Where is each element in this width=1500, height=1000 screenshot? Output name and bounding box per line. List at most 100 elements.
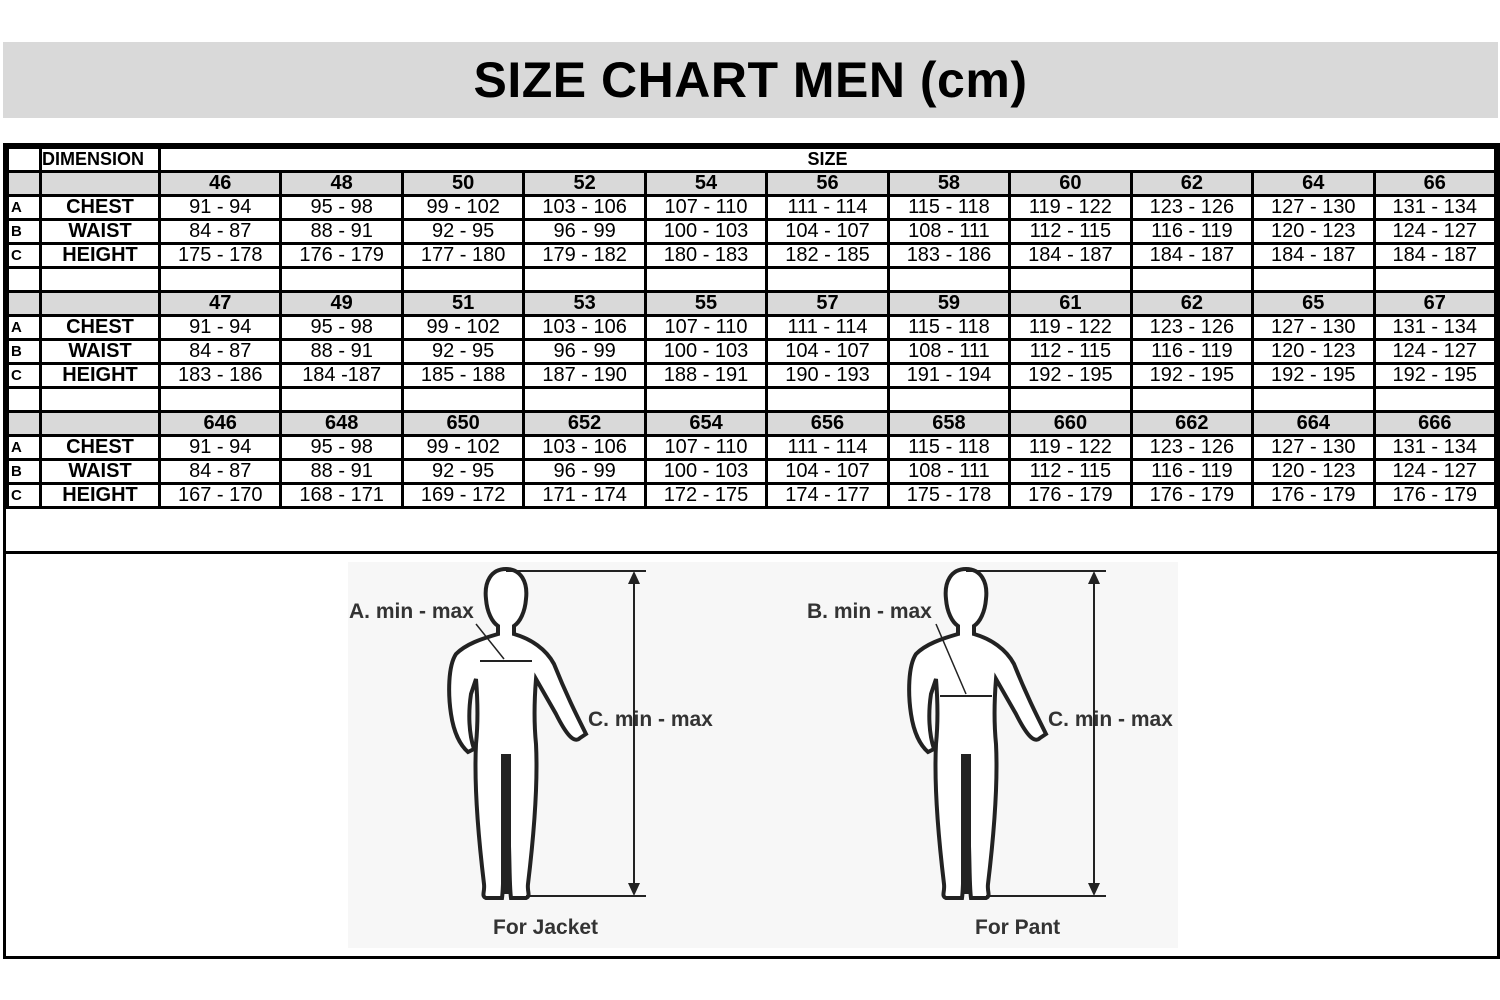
size-label: 66 [1372, 170, 1498, 197]
measurement-cell: 192 - 195 [1129, 362, 1255, 389]
empty-cell [6, 386, 42, 413]
measurement-cell: 123 - 126 [1129, 434, 1255, 461]
size-label: 666 [1372, 410, 1498, 437]
measurement-cell: 169 - 172 [400, 482, 526, 509]
measurement-cell: 172 - 175 [643, 482, 769, 509]
size-label: 48 [279, 170, 404, 197]
measurement-cell: 168 - 171 [279, 482, 404, 509]
pant-caption: For Pant [975, 916, 1060, 939]
measurement-cell: 131 - 134 [1372, 314, 1498, 341]
measurement-cell: 112 - 115 [1008, 218, 1133, 245]
row-label: WAIST [39, 338, 161, 365]
measurement-cell: 192 - 195 [1372, 362, 1498, 389]
measurement-cell: 88 - 91 [279, 458, 404, 485]
measurement-cell: 84 - 87 [157, 458, 283, 485]
measurement-cell: 103 - 106 [522, 434, 647, 461]
measurement-cell: 111 - 114 [765, 194, 890, 221]
measurement-cell: 99 - 102 [400, 314, 526, 341]
size-label: 65 [1251, 290, 1376, 317]
size-label: 648 [279, 410, 404, 437]
table-row-height: C HEIGHT 175 - 178 176 - 179 177 - 180 179 - … [6, 242, 1498, 269]
measurement-cell: 171 - 174 [522, 482, 647, 509]
measurement-cell: 120 - 123 [1251, 338, 1376, 365]
table-row-chest: A CHEST 91 - 94 95 - 98 99 - 102 103 - 106 107… [6, 434, 1498, 461]
size-label: 60 [1008, 170, 1133, 197]
empty-cell [1129, 266, 1255, 293]
measurement-cell: 88 - 91 [279, 338, 404, 365]
measurement-cell: 108 - 111 [886, 338, 1012, 365]
size-row: 646 648 650 652 654 656 658 660 662 664 666 [6, 410, 1498, 437]
measurement-cell: 124 - 127 [1372, 218, 1498, 245]
header-row: DIMENSION SIZE [6, 146, 1497, 173]
empty-cell [1372, 266, 1498, 293]
empty-cell [6, 146, 42, 173]
size-label: 56 [765, 170, 890, 197]
empty-cell [157, 386, 283, 413]
measurement-cell: 188 - 191 [643, 362, 769, 389]
measurement-cell: 176 - 179 [1372, 482, 1498, 509]
pant-measure-b-label: B. min - max [807, 600, 932, 623]
measurement-cell: 184 - 187 [1008, 242, 1133, 269]
measurement-cell: 175 - 178 [886, 482, 1012, 509]
measurement-cell: 183 - 186 [157, 362, 283, 389]
size-table: DIMENSION SIZE 46 48 50 52 54 56 58 60 62 64 66 A CHES… [6, 146, 1498, 509]
table-row-height: C HEIGHT 167 - 170 168 - 171 169 - 172 171 - … [6, 482, 1498, 509]
size-label: 652 [522, 410, 647, 437]
measurement-cell: 131 - 134 [1372, 194, 1498, 221]
measurement-cell: 175 - 178 [157, 242, 283, 269]
empty-cell [886, 266, 1012, 293]
size-label: 55 [643, 290, 769, 317]
measurement-cell: 176 - 179 [1251, 482, 1376, 509]
row-letter: C [6, 362, 42, 389]
row-letter: B [6, 458, 42, 485]
empty-cell [39, 266, 161, 293]
empty-cell [6, 290, 42, 317]
measurement-cell: 107 - 110 [643, 194, 769, 221]
jacket-measure-a-label: A. min - max [349, 600, 474, 623]
pant-figure [907, 566, 1106, 900]
empty-cell [6, 266, 42, 293]
row-label: HEIGHT [39, 362, 161, 389]
row-letter: A [6, 314, 42, 341]
table-row-chest: A CHEST 91 - 94 95 - 98 99 - 102 103 - 106 107… [6, 194, 1498, 221]
leg-divider [961, 754, 971, 894]
figures-svg: A. min - max C. min - max For Jacket B. … [348, 562, 1178, 948]
page-title: SIZE CHART MEN (cm) [473, 52, 1028, 108]
title-banner: SIZE CHART MEN (cm) [3, 42, 1498, 118]
arrow-up-icon [628, 571, 640, 584]
empty-cell [1251, 266, 1376, 293]
empty-cell [39, 386, 161, 413]
empty-cell [1129, 386, 1255, 413]
measurement-cell: 119 - 122 [1008, 194, 1133, 221]
empty-cell [522, 266, 647, 293]
row-label: HEIGHT [39, 482, 161, 509]
measurement-cell: 120 - 123 [1251, 218, 1376, 245]
measurement-cell: 119 - 122 [1008, 314, 1133, 341]
measurement-cell: 99 - 102 [400, 434, 526, 461]
row-label: CHEST [39, 314, 161, 341]
measurement-cell: 92 - 95 [400, 458, 526, 485]
measurement-cell: 99 - 102 [400, 194, 526, 221]
empty-cell [1008, 266, 1133, 293]
measurement-cell: 100 - 103 [643, 458, 769, 485]
size-label: 57 [765, 290, 890, 317]
measurement-cell: 92 - 95 [400, 218, 526, 245]
row-label: WAIST [39, 218, 161, 245]
row-letter: C [6, 242, 42, 269]
measurement-cell: 100 - 103 [643, 218, 769, 245]
row-letter: A [6, 194, 42, 221]
row-letter: C [6, 482, 42, 509]
measurement-cell: 88 - 91 [279, 218, 404, 245]
arrow-down-icon [628, 883, 640, 896]
empty-cell [39, 410, 161, 437]
measurement-cell: 116 - 119 [1129, 218, 1255, 245]
measurement-cell: 176 - 179 [279, 242, 404, 269]
measurement-cell: 100 - 103 [643, 338, 769, 365]
size-row: 47 49 51 53 55 57 59 61 62 65 67 [6, 290, 1498, 317]
measurement-cell: 115 - 118 [886, 314, 1012, 341]
empty-cell [6, 170, 42, 197]
measurement-cell: 111 - 114 [765, 314, 890, 341]
size-label: 47 [157, 290, 283, 317]
size-label: 51 [400, 290, 526, 317]
measurement-cell: 182 - 185 [765, 242, 890, 269]
